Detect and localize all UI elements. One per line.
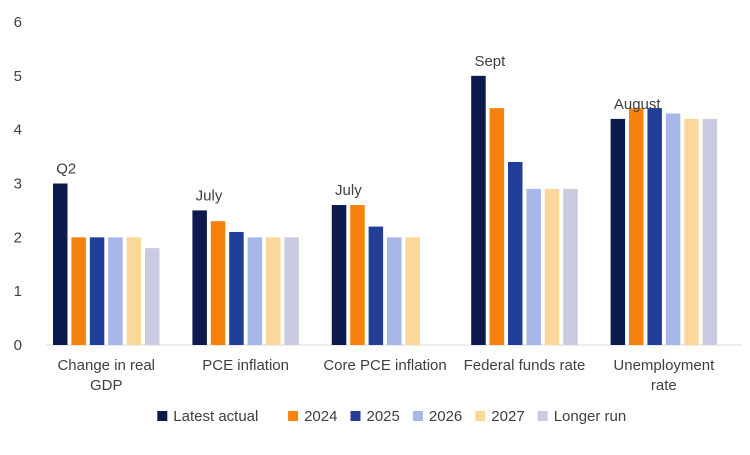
y-tick-label: 1 xyxy=(14,283,22,300)
bar xyxy=(665,113,681,346)
bar xyxy=(508,161,523,345)
bar xyxy=(489,108,505,345)
legend-swatch xyxy=(475,411,486,421)
bar xyxy=(368,226,384,345)
legend-swatch xyxy=(157,411,168,421)
x-tick-label: rate xyxy=(651,377,677,394)
y-tick-label: 5 xyxy=(14,68,22,85)
bar xyxy=(229,231,244,345)
bar xyxy=(284,237,299,345)
bar xyxy=(266,237,281,345)
y-tick-label: 3 xyxy=(14,176,22,193)
legend-swatch xyxy=(288,411,299,421)
legend-label: Latest actual xyxy=(173,408,258,425)
legend-label: Longer run xyxy=(554,408,627,425)
annotation-label: July xyxy=(196,187,223,204)
y-tick-label: 6 xyxy=(14,14,22,31)
bar xyxy=(210,221,226,345)
bar xyxy=(71,237,86,345)
legend-swatch xyxy=(537,411,548,421)
bar xyxy=(108,237,123,345)
y-tick-label: 4 xyxy=(14,122,22,139)
bar xyxy=(126,237,142,345)
bar xyxy=(145,248,160,345)
y-tick-label: 2 xyxy=(14,229,22,246)
bar xyxy=(647,108,662,345)
x-tick-label: Core PCE inflation xyxy=(323,357,446,374)
bar xyxy=(350,205,365,345)
annotation-label: Sept xyxy=(474,53,506,70)
bar xyxy=(544,188,560,345)
y-tick-label: 0 xyxy=(14,337,22,354)
bar xyxy=(684,118,699,346)
legend-label: 2026 xyxy=(429,408,462,425)
bar xyxy=(610,118,626,346)
legend-swatch xyxy=(350,411,361,421)
annotation-label: August xyxy=(614,96,662,113)
x-tick-label: Unemployment xyxy=(613,357,715,374)
bar xyxy=(526,188,541,345)
bar xyxy=(331,205,347,345)
x-tick-label: Change in real xyxy=(57,357,155,374)
x-tick-label: PCE inflation xyxy=(202,357,289,374)
annotation-label: July xyxy=(335,182,362,199)
legend-swatch xyxy=(412,411,423,421)
bar xyxy=(471,75,486,345)
bar xyxy=(405,237,420,345)
bar xyxy=(387,237,402,345)
bar xyxy=(192,210,207,345)
bar xyxy=(563,188,578,345)
bar xyxy=(247,237,263,345)
bar xyxy=(89,237,105,345)
bar xyxy=(702,118,718,346)
legend-label: 2024 xyxy=(304,408,337,425)
bar xyxy=(629,108,644,345)
x-tick-label: GDP xyxy=(90,377,123,394)
x-tick-label: Federal funds rate xyxy=(464,357,586,374)
annotation-label: Q2 xyxy=(56,161,76,178)
legend-label: 2025 xyxy=(367,408,400,425)
bar xyxy=(53,183,68,345)
legend-label: 2027 xyxy=(491,408,524,425)
